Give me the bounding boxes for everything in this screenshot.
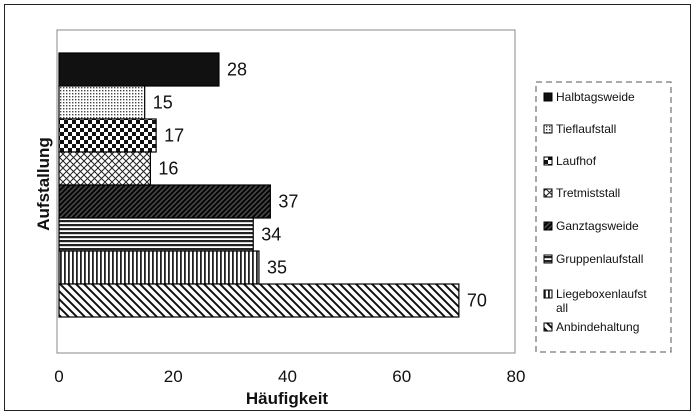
legend-label-ganztagsweide: Ganztagsweide xyxy=(556,219,639,233)
x-tick-label: 80 xyxy=(507,367,526,386)
legend-swatch-tieflaufstall xyxy=(543,124,553,134)
x-tick-label: 20 xyxy=(164,367,183,386)
legend-swatch-ganztagsweide xyxy=(543,221,553,231)
legend-swatch-halbtagsweide xyxy=(543,92,553,102)
data-label-gruppenlaufstall: 34 xyxy=(261,225,281,245)
x-tick-label: 40 xyxy=(278,367,297,386)
x-axis-title: Häufigkeit xyxy=(246,389,329,408)
legend-label-tieflaufstall: Tieflaufstall xyxy=(556,122,616,136)
data-label-tretmiststall: 16 xyxy=(158,159,178,179)
bar-liegeboxenlaufstall xyxy=(58,250,260,285)
bar-ganztagsweide xyxy=(58,184,271,219)
data-label-anbindehaltung: 70 xyxy=(467,291,487,311)
bar-laufhof xyxy=(58,118,157,153)
data-label-ganztagsweide: 37 xyxy=(278,192,298,212)
bars-group: 28 15 17 16 37 34 35 70 xyxy=(58,52,487,318)
legend-label-tretmiststall: Tretmiststall xyxy=(556,186,620,200)
bar-halbtagsweide xyxy=(58,52,220,87)
legend-label-halbtagsweide: Halbtagsweide xyxy=(556,90,635,104)
legend-label-liegeboxenlaufstall: Liegeboxenlaufst xyxy=(556,287,647,301)
y-axis-title: Aufstallung xyxy=(34,137,53,231)
legend-label-anbindehaltung: Anbindehaltung xyxy=(556,320,639,334)
legend-label-continuation: all xyxy=(556,301,568,315)
bar-tretmiststall xyxy=(58,151,152,186)
bar-gruppenlaufstall xyxy=(58,217,254,252)
bar-tieflaufstall xyxy=(58,85,146,120)
data-label-halbtagsweide: 28 xyxy=(227,60,247,80)
x-tick-label: 60 xyxy=(392,367,411,386)
legend-swatch-anbindehaltung xyxy=(543,322,553,332)
legend-swatch-liegeboxenlaufstall xyxy=(543,289,553,299)
x-tick-label: 0 xyxy=(54,367,63,386)
plot-area xyxy=(56,29,516,354)
data-label-liegeboxenlaufstall: 35 xyxy=(267,258,287,278)
data-label-laufhof: 17 xyxy=(164,126,184,146)
legend-label-gruppenlaufstall: Gruppenlaufstall xyxy=(556,252,643,266)
legend-label-laufhof: Laufhof xyxy=(556,154,597,168)
legend-swatch-laufhof xyxy=(543,156,553,166)
legend-swatch-tretmiststall xyxy=(543,188,553,198)
legend-swatch-gruppenlaufstall xyxy=(543,254,553,264)
bar-anbindehaltung xyxy=(58,283,460,318)
legend-box xyxy=(535,81,672,353)
data-label-tieflaufstall: 15 xyxy=(153,93,173,113)
legend: Halbtagsweide Tieflaufstall Laufhof Tretmis… xyxy=(543,90,647,334)
x-axis-ticks: 0 20 40 60 80 xyxy=(54,367,525,386)
